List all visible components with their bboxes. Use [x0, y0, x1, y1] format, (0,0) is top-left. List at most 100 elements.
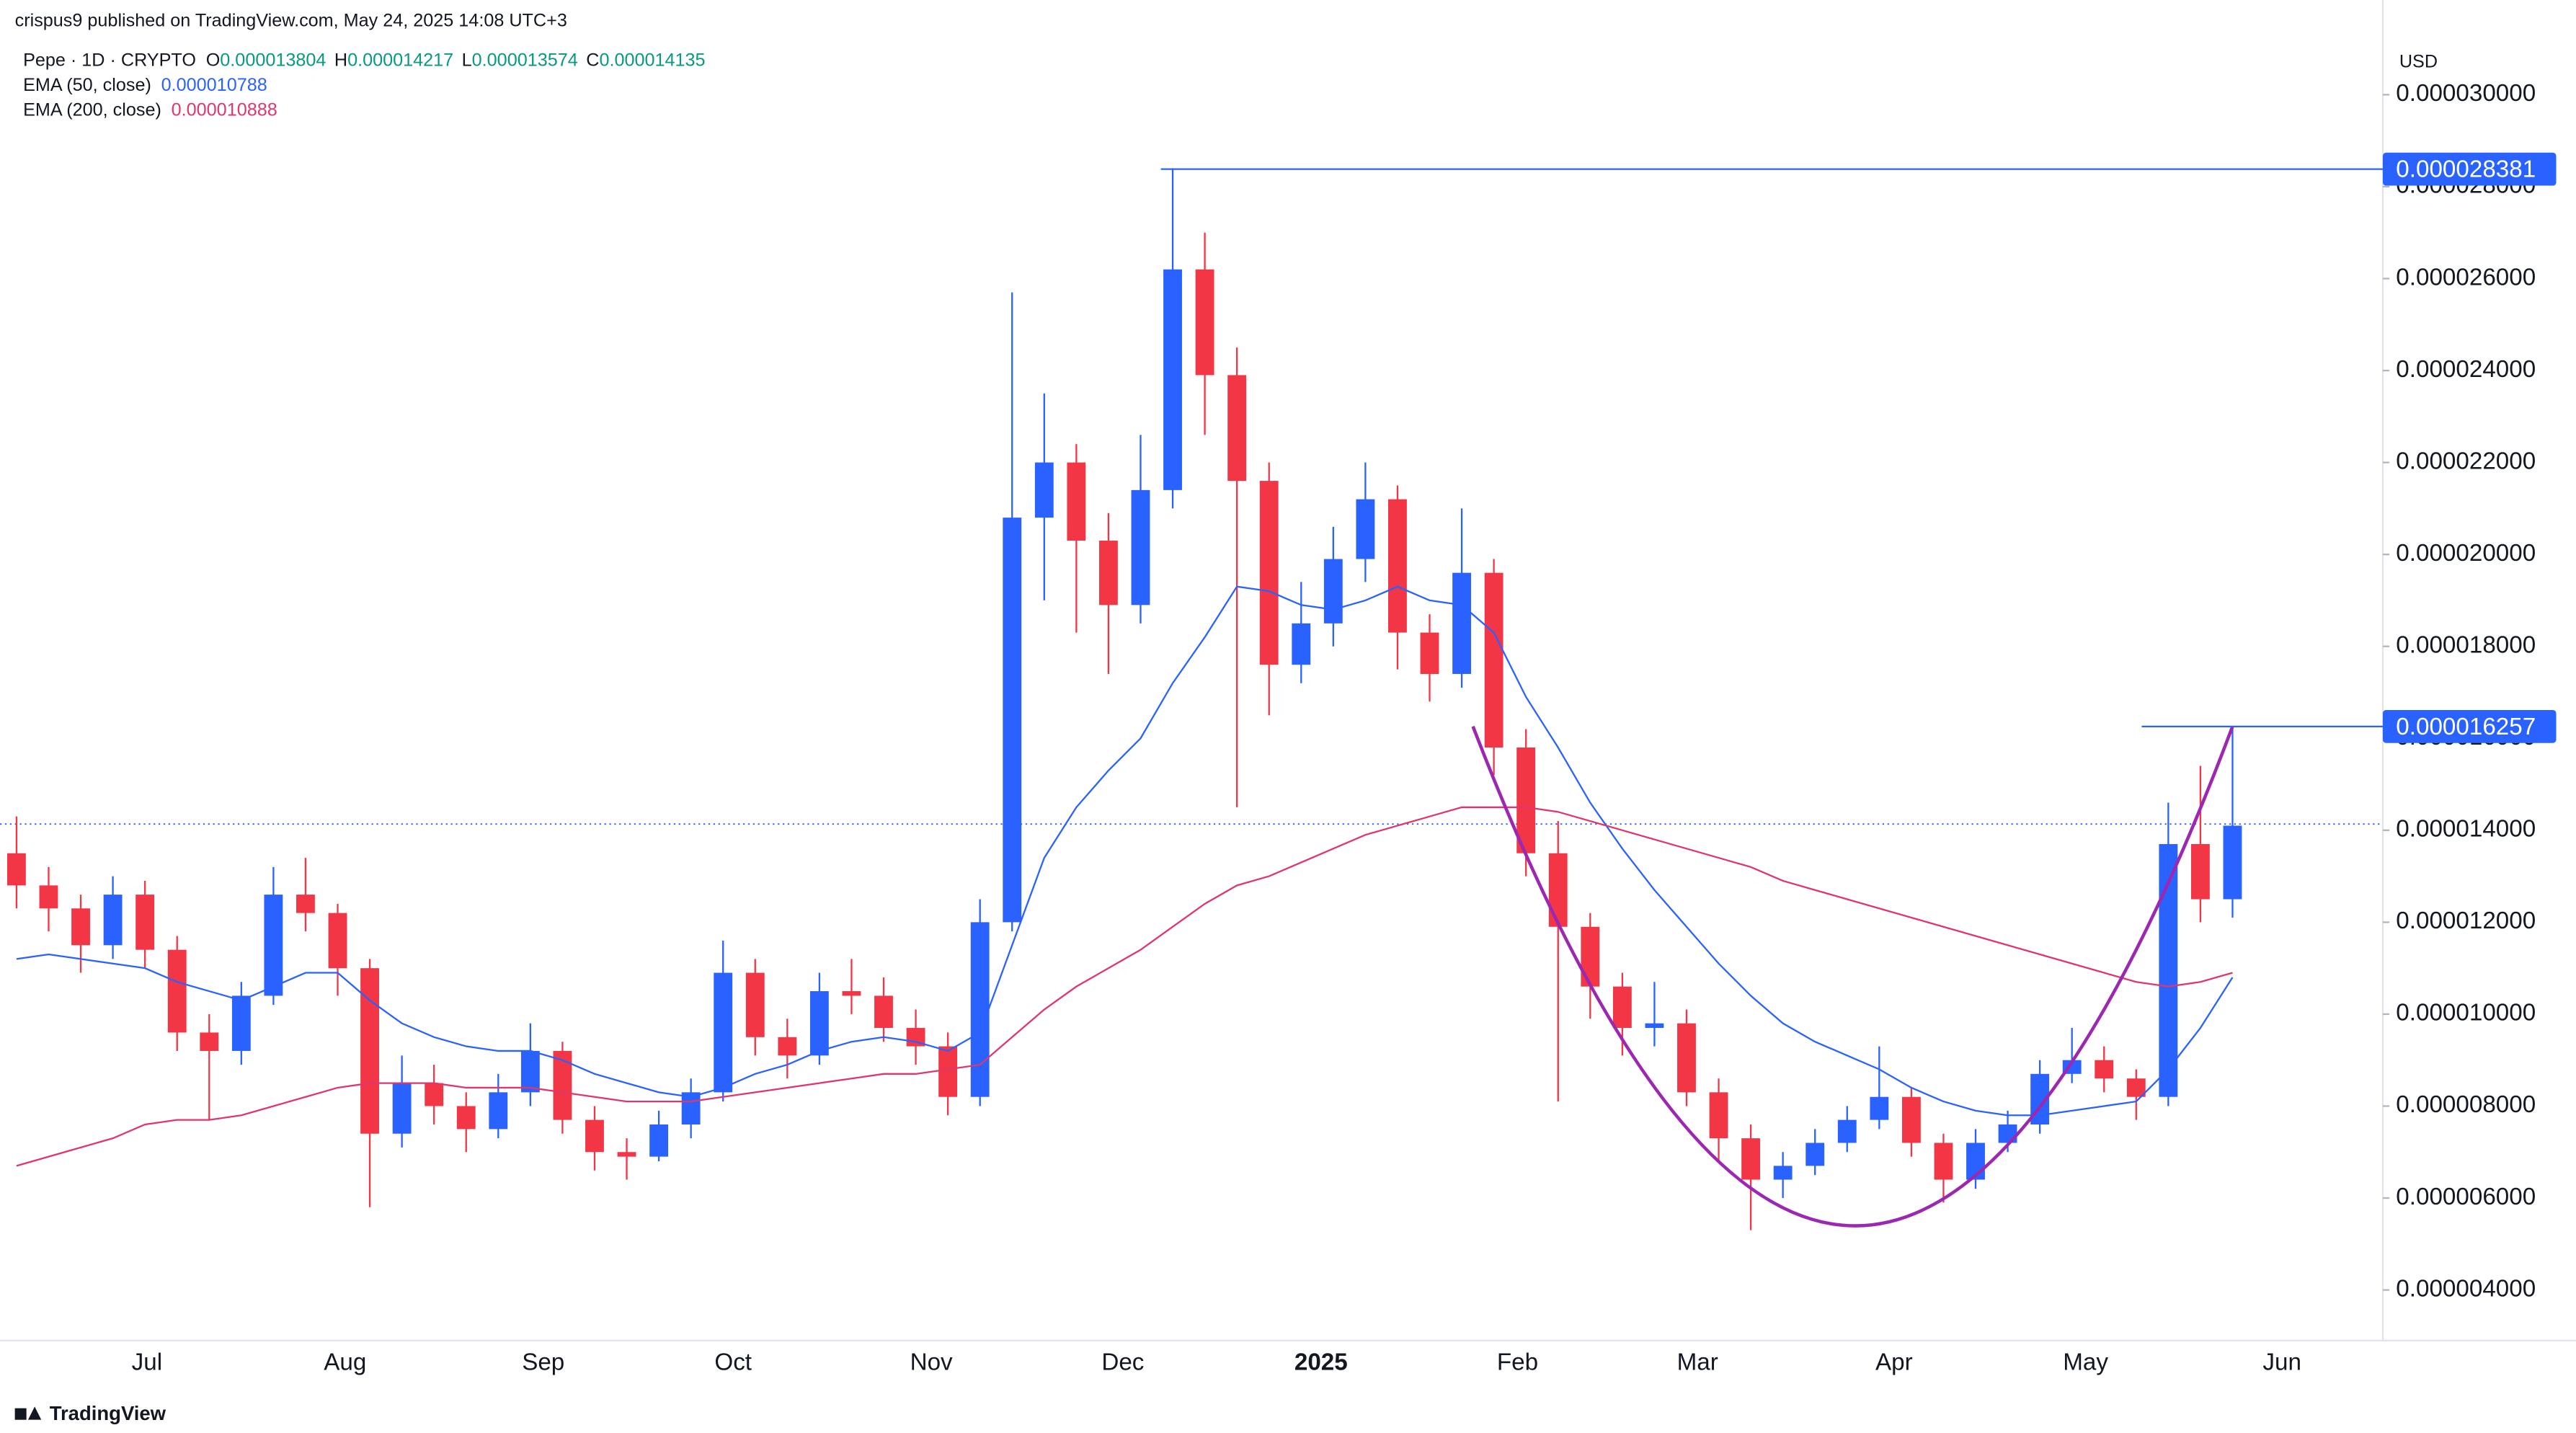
candle-body — [778, 1037, 797, 1056]
logo-mark — [27, 1406, 42, 1420]
candle-body — [1131, 489, 1150, 605]
legend-symbol: Pepe · 1D · CRYPTO O0.000013804 H0.0000142… — [23, 50, 705, 70]
candle-body — [1452, 572, 1471, 674]
legend-name: EMA (50, close) — [23, 75, 151, 95]
candle-body — [1901, 1096, 1921, 1143]
candle-body — [489, 1092, 508, 1130]
candle-body — [1709, 1092, 1728, 1139]
candle-body — [2223, 825, 2242, 900]
publisher: crispus9 published on TradingView.com, M… — [15, 10, 567, 30]
candle-body — [617, 1152, 636, 1157]
candle-body — [874, 995, 893, 1029]
plot-area — [0, 168, 2383, 1230]
price-level-box — [2382, 152, 2557, 186]
x-tick-label: Oct — [714, 1349, 752, 1376]
candle-body — [1548, 853, 1568, 927]
candle-body — [938, 1046, 958, 1097]
y-tick-label: 0.000014000 — [2396, 816, 2536, 843]
candle-body — [456, 1106, 476, 1130]
candle-body — [649, 1124, 669, 1157]
candle-body — [200, 1032, 219, 1051]
ema-line — [16, 806, 2233, 1167]
logo: TradingView — [14, 1402, 166, 1424]
y-tick-label: 0.000020000 — [2396, 540, 2536, 567]
logo-text: TradingView — [50, 1402, 166, 1424]
ohlc-value: 0.000014135 — [599, 50, 705, 70]
candle-body — [1195, 269, 1214, 376]
ema-line — [16, 585, 2234, 1117]
price-level-label: 0.000028381 — [2396, 156, 2536, 183]
x-tick-label: Jun — [2262, 1349, 2301, 1376]
ohlc-value: 0.000014217 — [347, 50, 453, 70]
candle-body — [1934, 1143, 1953, 1180]
candle-body — [1388, 499, 1407, 633]
candle-body — [970, 922, 990, 1097]
candle-body — [296, 895, 315, 913]
ohlc-label: L — [462, 50, 472, 70]
candle-body — [71, 908, 90, 946]
candle-body — [264, 895, 283, 996]
x-tick-label: Aug — [324, 1349, 366, 1376]
ohlc-value: 0.000013574 — [472, 50, 578, 70]
legend-ema: EMA (50, close) 0.000010788 — [23, 75, 267, 95]
symbol: Pepe · 1D · CRYPTO — [23, 50, 196, 70]
price-level-box — [2382, 709, 2557, 743]
candle-body — [1581, 926, 1600, 987]
x-tick-label: 2025 — [1294, 1349, 1348, 1376]
y-tick-label: 0.000024000 — [2396, 356, 2536, 383]
candle-body — [1741, 1138, 1761, 1180]
candle-body — [167, 949, 187, 1033]
y-tick-label: 0.000012000 — [2396, 908, 2536, 934]
candle-body — [714, 972, 733, 1093]
logo-mark — [14, 1408, 27, 1420]
candle-body — [2126, 1078, 2146, 1097]
candle-body — [1227, 375, 1247, 482]
candle-body — [553, 1050, 572, 1120]
candle-body — [103, 895, 123, 946]
candle-body — [1098, 541, 1118, 605]
y-tick-label: 0.000022000 — [2396, 448, 2536, 474]
candle-body — [1420, 632, 1439, 674]
candle-body — [842, 991, 861, 996]
candle-body — [1259, 481, 1279, 665]
candle-body — [6, 853, 26, 886]
cup-pattern — [1471, 725, 2234, 1228]
overlay: 0.000004000 0.000006000 0.000008000 0.00001… — [132, 80, 2557, 1376]
candle-body — [425, 1083, 444, 1106]
candle-body — [585, 1119, 604, 1153]
candle-body — [1837, 1119, 1857, 1143]
candle-body — [1034, 462, 1054, 518]
ohlc-value: 0.000013804 — [220, 50, 326, 70]
candle-body — [1773, 1166, 1793, 1180]
x-tick-label: Feb — [1497, 1349, 1538, 1376]
ohlc-label: O — [206, 50, 221, 70]
candle-body — [392, 1083, 412, 1134]
y-tick-label: 0.000006000 — [2396, 1184, 2536, 1210]
candle-body — [328, 913, 347, 969]
candle-body — [2190, 843, 2210, 900]
candle-body — [1612, 986, 1632, 1029]
legend-value: 0.000010788 — [161, 75, 267, 95]
ohlc-label: C — [586, 50, 599, 70]
y-tick-label: 0.000026000 — [2396, 264, 2536, 290]
candle-body — [1484, 572, 1504, 748]
ohlc-label: H — [334, 50, 347, 70]
candle-body — [1323, 559, 1343, 624]
candle-body — [1806, 1143, 1825, 1166]
x-tick-label: May — [2063, 1349, 2108, 1376]
y-tick-label: 0.000018000 — [2396, 631, 2536, 658]
x-tick-label: Sep — [522, 1349, 564, 1376]
candle-body — [1163, 269, 1182, 490]
candle-body — [360, 968, 379, 1134]
candle-body — [1870, 1096, 1889, 1120]
x-tick-label: Jul — [132, 1349, 162, 1376]
x-tick-label: Apr — [1875, 1349, 1913, 1376]
y-tick-label: 0.000004000 — [2396, 1275, 2536, 1302]
legend-value: 0.000010888 — [172, 99, 277, 120]
price-level-label: 0.000016257 — [2396, 714, 2536, 740]
candle-body — [1645, 1023, 1664, 1029]
candle-body — [1356, 499, 1375, 559]
